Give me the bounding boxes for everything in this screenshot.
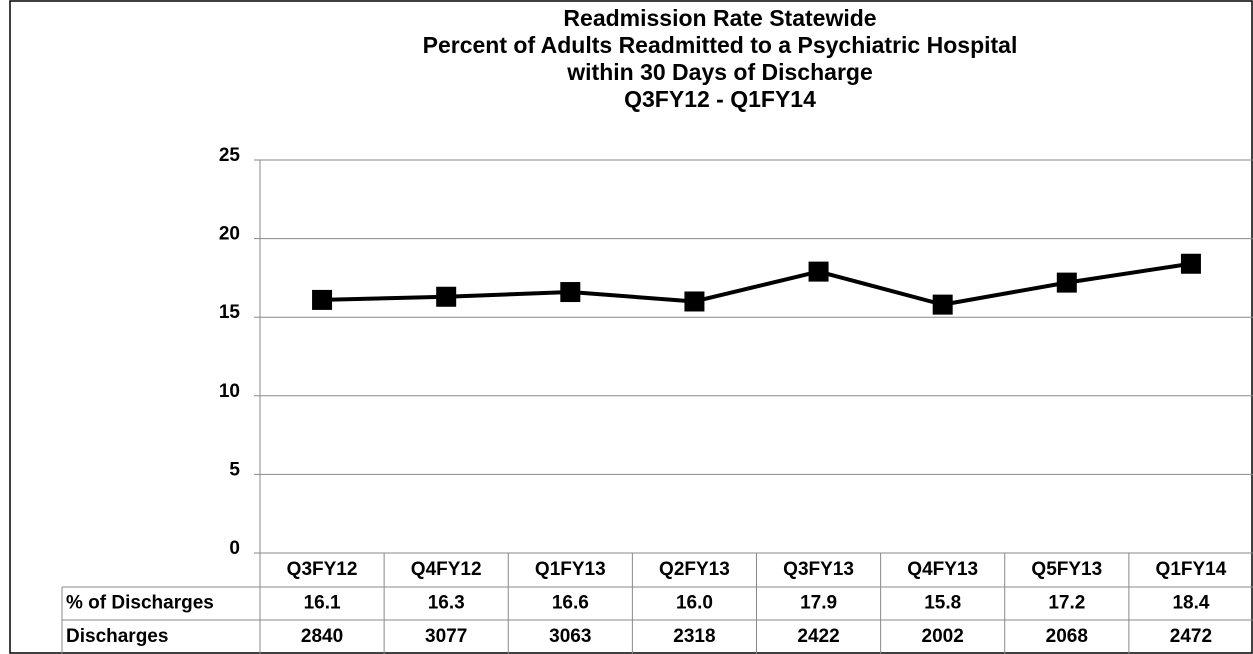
chart-title: Readmission Rate Statewide [563, 5, 876, 31]
x-tick-label: Q1FY13 [535, 559, 606, 580]
x-tick-label: Q4FY13 [907, 559, 978, 580]
data-label: 17.9 [800, 593, 837, 614]
y-tick-label: 25 [219, 145, 241, 166]
marker [1056, 272, 1077, 293]
data-label: 18.4 [1172, 593, 1209, 614]
series-line [322, 261, 1192, 307]
marker [312, 289, 333, 310]
data-label: 16.6 [552, 593, 589, 614]
table-cell: 2840 [301, 626, 343, 647]
data-label: 16.0 [676, 593, 713, 614]
y-tick-label: 20 [219, 224, 240, 245]
marker [808, 261, 829, 282]
table-cell: 2318 [673, 626, 715, 647]
table-cell: 3063 [549, 626, 591, 647]
table-cell: 2002 [922, 626, 964, 647]
data-label: 17.2 [1048, 593, 1085, 614]
table-cell: 2422 [797, 626, 839, 647]
x-tick-label: Q2FY13 [659, 559, 730, 580]
y-tick-label: 15 [219, 302, 241, 323]
marker [560, 282, 581, 303]
x-tick-label: Q5FY13 [1031, 559, 1102, 580]
data-label: 16.1 [304, 593, 341, 614]
x-tick-label: Q3FY12 [287, 559, 358, 580]
table-row-label: % of Discharges [66, 593, 214, 614]
table-row-label: Discharges [66, 626, 168, 647]
chart-frame [9, 0, 1253, 654]
marker [436, 286, 457, 307]
chart-title: within 30 Days of Discharge [566, 59, 872, 85]
table-cell: 2472 [1170, 626, 1212, 647]
chart-title: Percent of Adults Readmitted to a Psychi… [423, 32, 1018, 58]
table-cell: 3077 [425, 626, 467, 647]
y-tick-label: 5 [229, 459, 240, 480]
marker [684, 291, 705, 312]
x-tick-label: Q4FY12 [411, 559, 482, 580]
y-tick-label: 10 [219, 381, 240, 402]
y-tick-label: 0 [229, 538, 240, 559]
marker [932, 294, 953, 315]
data-label: 15.8 [924, 593, 961, 614]
x-tick-label: Q3FY13 [783, 559, 854, 580]
data-label: 16.3 [428, 593, 465, 614]
chart-title: Q3FY12 - Q1FY14 [624, 86, 816, 112]
x-tick-label: Q1FY14 [1156, 559, 1227, 580]
marker [1180, 253, 1201, 274]
table-cell: 2068 [1046, 626, 1088, 647]
